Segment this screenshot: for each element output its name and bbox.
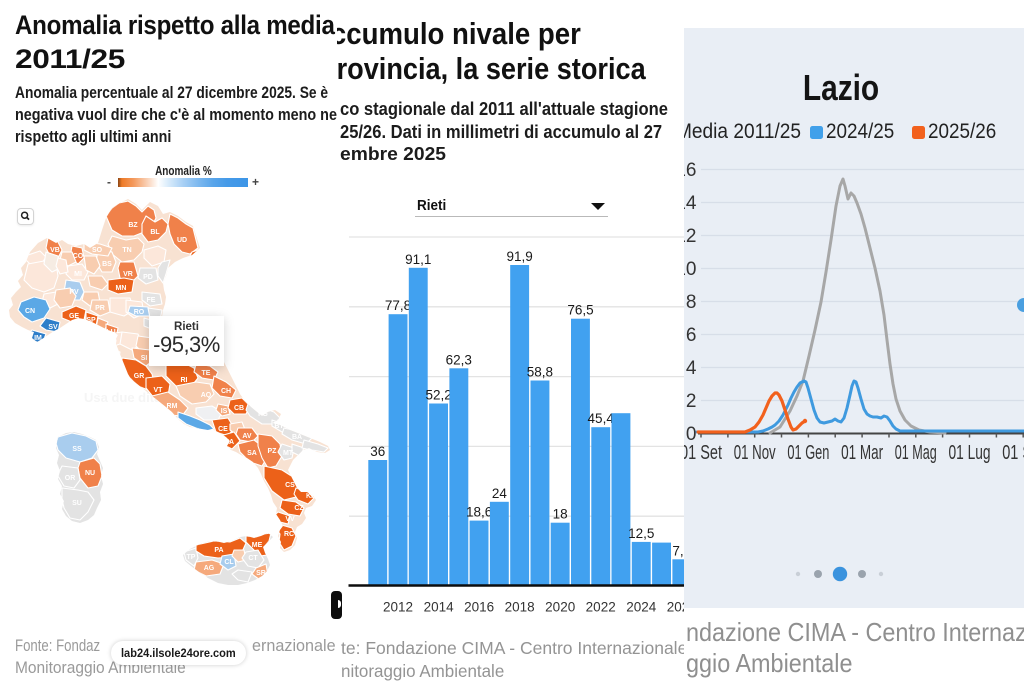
svg-text:BT: BT	[274, 423, 284, 430]
svg-text:01 Gen: 01 Gen	[787, 442, 829, 464]
svg-text:CL: CL	[224, 559, 234, 566]
svg-text:PV: PV	[69, 289, 79, 296]
svg-text:2022: 2022	[586, 600, 616, 615]
svg-text:FG: FG	[258, 411, 268, 418]
svg-text:IM: IM	[34, 335, 42, 342]
svg-text:TP: TP	[187, 554, 196, 561]
svg-text:12: 12	[684, 226, 697, 247]
svg-text:TE: TE	[202, 370, 211, 377]
svg-text:91,1: 91,1	[405, 252, 431, 267]
svg-text:6: 6	[686, 325, 697, 346]
svg-text:01 Mar: 01 Mar	[841, 442, 883, 464]
svg-text:2026: 2026	[667, 600, 684, 615]
svg-text:0: 0	[686, 424, 697, 445]
svg-text:ME: ME	[252, 542, 263, 549]
svg-text:76,5: 76,5	[567, 303, 593, 318]
svg-text:CZ: CZ	[294, 505, 304, 512]
svg-text:VR: VR	[123, 271, 133, 278]
svg-text:LU: LU	[106, 329, 115, 336]
svg-text:PD: PD	[143, 274, 153, 281]
svg-text:2014: 2014	[424, 600, 455, 615]
svg-text:TN: TN	[122, 247, 131, 254]
svg-text:RC: RC	[284, 531, 294, 538]
svg-text:VV: VV	[285, 516, 295, 523]
svg-text:AV: AV	[242, 433, 252, 440]
svg-text:12,5: 12,5	[628, 526, 654, 541]
svg-text:NA: NA	[224, 439, 234, 446]
svg-text:2016: 2016	[464, 600, 494, 615]
svg-text:BA: BA	[292, 434, 302, 441]
svg-text:4: 4	[686, 358, 697, 379]
svg-text:RO: RO	[134, 309, 145, 316]
svg-text:AQ: AQ	[201, 392, 212, 399]
svg-text:BS: BS	[102, 261, 112, 268]
svg-text:CB: CB	[234, 405, 244, 412]
svg-text:PA: PA	[214, 547, 223, 554]
svg-text:MN: MN	[116, 285, 127, 292]
svg-text:01 Set: 01 Set	[684, 442, 722, 464]
svg-text:VT: VT	[154, 387, 164, 394]
svg-text:CE: CE	[218, 426, 228, 433]
svg-text:SS: SS	[72, 446, 82, 453]
svg-text:FE: FE	[147, 297, 156, 304]
svg-text:2: 2	[686, 391, 697, 412]
svg-text:CH: CH	[221, 388, 231, 395]
svg-text:2020: 2020	[545, 600, 575, 615]
svg-text:CS: CS	[285, 482, 295, 489]
svg-text:58,8: 58,8	[527, 365, 553, 380]
svg-text:BL: BL	[150, 229, 160, 236]
svg-text:VB: VB	[50, 247, 60, 254]
svg-text:16: 16	[684, 160, 697, 181]
svg-text:SO: SO	[92, 247, 103, 254]
svg-text:CT: CT	[248, 555, 258, 562]
svg-text:IS: IS	[221, 408, 228, 415]
svg-text:CO: CO	[73, 253, 84, 260]
svg-text:91,9: 91,9	[506, 249, 532, 264]
svg-text:2024: 2024	[626, 600, 657, 615]
svg-text:7,5: 7,5	[672, 543, 684, 558]
svg-text:SP: SP	[86, 317, 96, 324]
svg-text:SI: SI	[141, 355, 148, 362]
svg-text:NU: NU	[85, 470, 95, 477]
svg-text:01 Lug: 01 Lug	[949, 442, 991, 464]
svg-text:10: 10	[684, 259, 697, 280]
svg-text:52,2: 52,2	[425, 388, 451, 403]
svg-text:14: 14	[684, 193, 697, 214]
svg-text:RM: RM	[167, 403, 178, 410]
svg-text:PR: PR	[95, 305, 105, 312]
svg-text:01 Nov: 01 Nov	[734, 442, 776, 464]
svg-text:24: 24	[492, 486, 508, 501]
svg-text:BZ: BZ	[128, 222, 138, 229]
svg-text:UD: UD	[177, 237, 187, 244]
svg-text:CN: CN	[25, 308, 35, 315]
svg-text:01 Mag: 01 Mag	[895, 442, 937, 464]
svg-text:OR: OR	[65, 475, 76, 482]
svg-text:GR: GR	[134, 373, 145, 380]
svg-text:2018: 2018	[505, 600, 535, 615]
svg-text:01 Set: 01 Set	[1002, 442, 1024, 464]
svg-text:GE: GE	[69, 313, 79, 320]
svg-text:18: 18	[553, 507, 568, 522]
svg-text:62,3: 62,3	[446, 352, 472, 367]
svg-text:MI: MI	[74, 271, 82, 278]
svg-text:KR: KR	[306, 493, 316, 500]
svg-text:77,8: 77,8	[385, 298, 411, 313]
svg-text:MT: MT	[283, 450, 294, 457]
svg-text:RI: RI	[181, 377, 188, 384]
svg-text:AG: AG	[204, 565, 215, 572]
svg-text:SA: SA	[247, 450, 257, 457]
svg-text:36: 36	[370, 444, 385, 459]
svg-text:SU: SU	[72, 500, 82, 507]
svg-text:18,6: 18,6	[466, 505, 492, 520]
svg-text:45,4: 45,4	[588, 411, 615, 426]
svg-text:2012: 2012	[383, 600, 413, 615]
svg-text:SV: SV	[48, 324, 58, 331]
svg-text:8: 8	[686, 292, 697, 313]
svg-text:SR: SR	[256, 570, 266, 577]
svg-text:PZ: PZ	[268, 448, 278, 455]
